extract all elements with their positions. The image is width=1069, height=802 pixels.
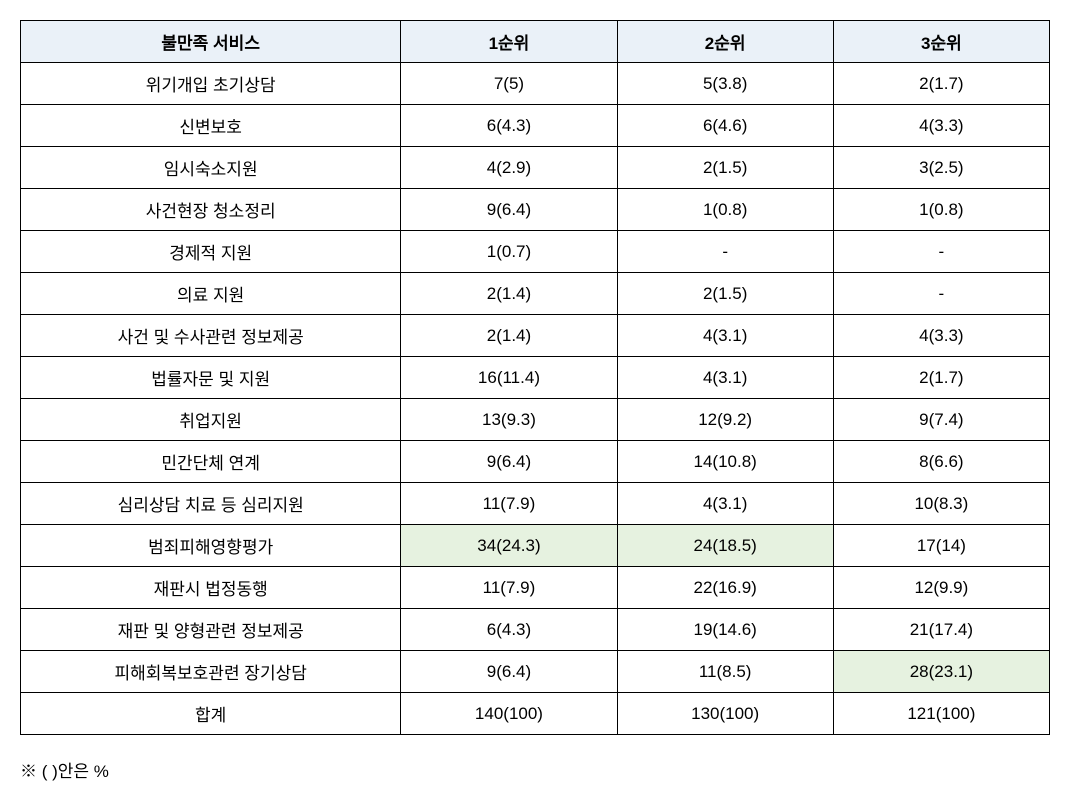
cell-rank3: 121(100) [833, 693, 1049, 735]
table-row: 사건 및 수사관련 정보제공2(1.4)4(3.1)4(3.3) [21, 315, 1050, 357]
cell-rank2: 2(1.5) [617, 147, 833, 189]
cell-service: 재판시 법정동행 [21, 567, 401, 609]
table-row: 신변보호6(4.3)6(4.6)4(3.3) [21, 105, 1050, 147]
cell-rank1: 11(7.9) [401, 567, 617, 609]
cell-service: 위기개입 초기상담 [21, 63, 401, 105]
cell-rank2: 5(3.8) [617, 63, 833, 105]
cell-rank3: 17(14) [833, 525, 1049, 567]
cell-rank3: 2(1.7) [833, 357, 1049, 399]
table-row: 의료 지원2(1.4)2(1.5)- [21, 273, 1050, 315]
cell-rank2: 14(10.8) [617, 441, 833, 483]
cell-service: 사건현장 청소정리 [21, 189, 401, 231]
cell-rank1: 13(9.3) [401, 399, 617, 441]
cell-rank2: 2(1.5) [617, 273, 833, 315]
cell-rank2: 12(9.2) [617, 399, 833, 441]
cell-rank3: 2(1.7) [833, 63, 1049, 105]
table-row: 임시숙소지원4(2.9)2(1.5)3(2.5) [21, 147, 1050, 189]
table-row: 피해회복보호관련 장기상담9(6.4)11(8.5)28(23.1) [21, 651, 1050, 693]
table-row: 민간단체 연계9(6.4)14(10.8)8(6.6) [21, 441, 1050, 483]
table-row: 법률자문 및 지원16(11.4)4(3.1)2(1.7) [21, 357, 1050, 399]
cell-rank3: 28(23.1) [833, 651, 1049, 693]
cell-service: 범죄피해영향평가 [21, 525, 401, 567]
cell-rank1: 6(4.3) [401, 105, 617, 147]
table-row: 심리상담 치료 등 심리지원11(7.9)4(3.1)10(8.3) [21, 483, 1050, 525]
cell-rank1: 9(6.4) [401, 651, 617, 693]
header-rank1: 1순위 [401, 21, 617, 63]
cell-rank1: 2(1.4) [401, 273, 617, 315]
dissatisfaction-services-table: 불만족 서비스 1순위 2순위 3순위 위기개입 초기상담7(5)5(3.8)2… [20, 20, 1050, 735]
table-row: 합계140(100)130(100)121(100) [21, 693, 1050, 735]
cell-rank1: 4(2.9) [401, 147, 617, 189]
cell-rank3: 1(0.8) [833, 189, 1049, 231]
cell-rank2: 6(4.6) [617, 105, 833, 147]
cell-service: 임시숙소지원 [21, 147, 401, 189]
table-header-row: 불만족 서비스 1순위 2순위 3순위 [21, 21, 1050, 63]
cell-rank1: 9(6.4) [401, 441, 617, 483]
cell-rank3: - [833, 273, 1049, 315]
table-row: 재판시 법정동행11(7.9)22(16.9)12(9.9) [21, 567, 1050, 609]
cell-rank2: 22(16.9) [617, 567, 833, 609]
cell-rank2: 4(3.1) [617, 315, 833, 357]
cell-rank1: 34(24.3) [401, 525, 617, 567]
footnote: ※ ( )안은 % [20, 757, 1049, 782]
cell-rank1: 1(0.7) [401, 231, 617, 273]
cell-rank3: 8(6.6) [833, 441, 1049, 483]
cell-rank3: 12(9.9) [833, 567, 1049, 609]
table-row: 사건현장 청소정리9(6.4)1(0.8)1(0.8) [21, 189, 1050, 231]
cell-service: 피해회복보호관련 장기상담 [21, 651, 401, 693]
cell-rank2: 4(3.1) [617, 357, 833, 399]
table-row: 범죄피해영향평가34(24.3)24(18.5)17(14) [21, 525, 1050, 567]
cell-rank2: - [617, 231, 833, 273]
cell-rank1: 9(6.4) [401, 189, 617, 231]
cell-rank3: 4(3.3) [833, 105, 1049, 147]
table-row: 취업지원13(9.3)12(9.2)9(7.4) [21, 399, 1050, 441]
cell-service: 합계 [21, 693, 401, 735]
cell-service: 재판 및 양형관련 정보제공 [21, 609, 401, 651]
cell-rank1: 7(5) [401, 63, 617, 105]
cell-rank3: - [833, 231, 1049, 273]
cell-service: 의료 지원 [21, 273, 401, 315]
cell-rank3: 9(7.4) [833, 399, 1049, 441]
cell-rank2: 1(0.8) [617, 189, 833, 231]
cell-rank2: 4(3.1) [617, 483, 833, 525]
cell-rank1: 16(11.4) [401, 357, 617, 399]
cell-rank3: 3(2.5) [833, 147, 1049, 189]
table-row: 위기개입 초기상담7(5)5(3.8)2(1.7) [21, 63, 1050, 105]
cell-rank2: 24(18.5) [617, 525, 833, 567]
table-row: 경제적 지원1(0.7)-- [21, 231, 1050, 273]
cell-rank1: 140(100) [401, 693, 617, 735]
cell-rank3: 10(8.3) [833, 483, 1049, 525]
cell-rank3: 4(3.3) [833, 315, 1049, 357]
header-service: 불만족 서비스 [21, 21, 401, 63]
cell-rank1: 11(7.9) [401, 483, 617, 525]
header-rank2: 2순위 [617, 21, 833, 63]
cell-service: 경제적 지원 [21, 231, 401, 273]
cell-rank2: 19(14.6) [617, 609, 833, 651]
cell-rank2: 11(8.5) [617, 651, 833, 693]
cell-rank1: 6(4.3) [401, 609, 617, 651]
cell-rank3: 21(17.4) [833, 609, 1049, 651]
cell-service: 신변보호 [21, 105, 401, 147]
cell-rank1: 2(1.4) [401, 315, 617, 357]
cell-service: 민간단체 연계 [21, 441, 401, 483]
cell-service: 취업지원 [21, 399, 401, 441]
table-body: 위기개입 초기상담7(5)5(3.8)2(1.7)신변보호6(4.3)6(4.6… [21, 63, 1050, 735]
cell-rank2: 130(100) [617, 693, 833, 735]
header-rank3: 3순위 [833, 21, 1049, 63]
cell-service: 법률자문 및 지원 [21, 357, 401, 399]
table-row: 재판 및 양형관련 정보제공6(4.3)19(14.6)21(17.4) [21, 609, 1050, 651]
cell-service: 사건 및 수사관련 정보제공 [21, 315, 401, 357]
cell-service: 심리상담 치료 등 심리지원 [21, 483, 401, 525]
